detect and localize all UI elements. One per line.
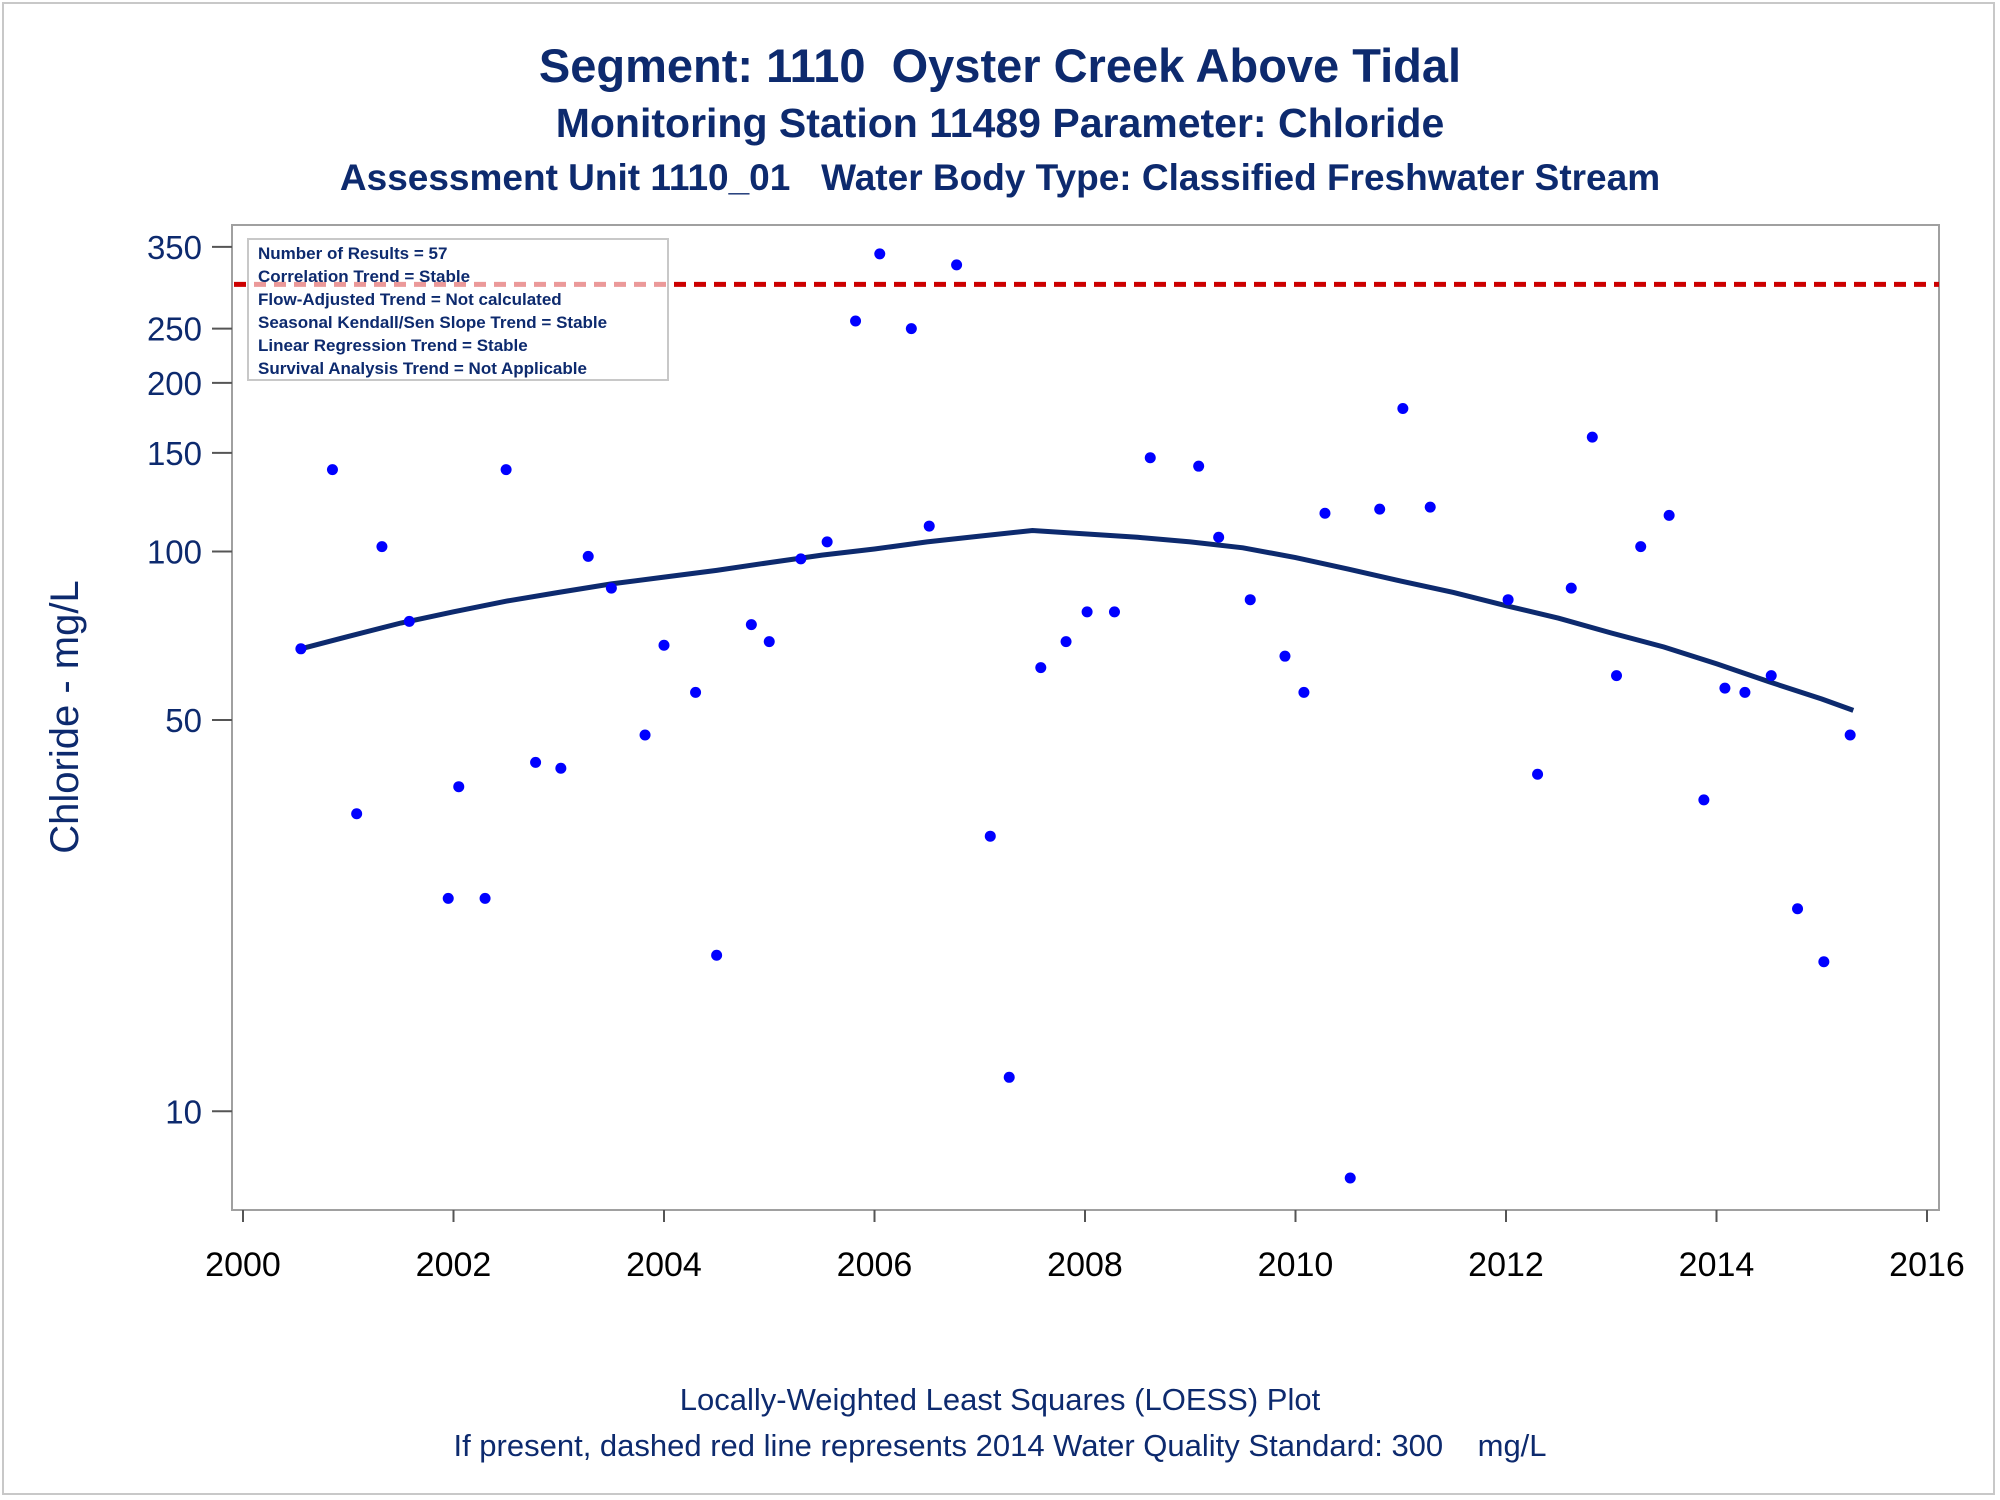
data-point: [850, 315, 862, 327]
data-point: [951, 259, 963, 271]
stats-line: Correlation Trend = Stable: [258, 267, 470, 286]
data-point: [1244, 594, 1256, 606]
data-point: [1060, 636, 1072, 648]
data-point: [763, 636, 775, 648]
data-point: [1298, 686, 1310, 698]
data-point: [711, 949, 723, 961]
data-point: [1844, 729, 1856, 741]
data-point: [1081, 606, 1093, 618]
data-point: [690, 686, 702, 698]
data-point: [1319, 507, 1331, 519]
data-point: [1663, 509, 1675, 521]
data-point: [1792, 903, 1804, 915]
data-point: [1532, 768, 1544, 780]
stats-line: Number of Results = 57: [258, 244, 447, 263]
chart-title: Segment: 1110 Oyster Creek Above Tidal: [538, 39, 1462, 92]
data-point: [1035, 662, 1047, 674]
chart-subtitle-station: Monitoring Station 11489 Parameter: Chlo…: [555, 100, 1445, 146]
data-point: [1424, 501, 1436, 513]
x-tick-label: 2010: [1258, 1246, 1334, 1284]
data-point: [351, 808, 363, 820]
data-point: [1374, 503, 1386, 515]
data-point: [326, 464, 338, 476]
data-point: [376, 541, 388, 553]
stats-box: Number of Results = 57 Correlation Trend…: [247, 238, 669, 381]
data-point: [745, 619, 757, 631]
data-point: [403, 615, 415, 627]
data-point: [795, 553, 807, 565]
data-point: [1586, 431, 1598, 443]
data-point: [1144, 452, 1156, 464]
data-point: [605, 582, 617, 594]
x-tick-label: 2014: [1679, 1246, 1755, 1284]
stats-line: Flow-Adjusted Trend = Not calculated: [258, 290, 562, 309]
y-tick-label: 350: [147, 229, 202, 266]
stats-line: Seasonal Kendall/Sen Slope Trend = Stabl…: [258, 313, 607, 332]
stats-line: Linear Regression Trend = Stable: [258, 336, 528, 355]
x-tick-label: 2006: [837, 1246, 913, 1284]
data-point: [1635, 541, 1647, 553]
data-point: [1611, 670, 1623, 682]
data-point: [1719, 682, 1731, 694]
data-point: [821, 536, 833, 548]
data-point: [1003, 1071, 1015, 1083]
loess-curve: [300, 527, 1855, 713]
data-point: [923, 520, 935, 532]
x-tick-label: 2008: [1047, 1246, 1123, 1284]
data-point: [453, 781, 465, 793]
y-tick-label: 250: [147, 311, 202, 348]
stats-line: Survival Analysis Trend = Not Applicable: [258, 359, 587, 378]
data-point: [1279, 650, 1291, 662]
data-point: [1397, 403, 1409, 415]
x-tick-label: 2000: [205, 1246, 281, 1284]
x-axis: 2000 2002 2004 2006 2008 2010 2012 2014 2016: [205, 1210, 1965, 1284]
data-point: [1565, 582, 1577, 594]
data-point: [530, 756, 542, 768]
data-point: [1739, 686, 1751, 698]
chart-subtitle-assessment: Assessment Unit 1110_01 Water Body Type:…: [339, 157, 1661, 198]
data-point: [984, 830, 996, 842]
data-point: [1344, 1172, 1356, 1184]
stats-box-border: [247, 238, 669, 381]
y-tick-label: 50: [165, 702, 202, 739]
data-point: [295, 643, 307, 655]
data-point: [905, 323, 917, 335]
data-points: [295, 248, 1856, 1184]
x-tick-label: 2002: [416, 1246, 492, 1284]
x-tick-label: 2012: [1468, 1246, 1544, 1284]
data-point: [1698, 794, 1710, 806]
y-tick-label: 150: [147, 435, 202, 472]
data-point: [1765, 670, 1777, 682]
data-point: [555, 762, 567, 774]
data-point: [1502, 594, 1514, 606]
footnote-loess: Locally-Weighted Least Squares (LOESS) P…: [679, 1382, 1321, 1417]
data-point: [874, 248, 886, 260]
data-point: [442, 892, 454, 904]
x-tick-label: 2016: [1889, 1246, 1965, 1284]
data-point: [1818, 956, 1830, 968]
footnote-standard: If present, dashed red line represents 2…: [453, 1428, 1547, 1463]
y-axis: 10 50 100 150 200 250 350: [147, 229, 232, 1130]
y-tick-label: 10: [165, 1093, 202, 1130]
data-point: [582, 550, 594, 562]
data-point: [1193, 460, 1205, 472]
y-tick-label: 200: [147, 365, 202, 402]
data-point: [658, 639, 670, 651]
data-point: [500, 464, 512, 476]
data-point: [1108, 606, 1120, 618]
data-point: [479, 892, 491, 904]
y-tick-label: 100: [147, 533, 202, 570]
data-point: [639, 729, 651, 741]
data-point: [1213, 531, 1225, 543]
y-axis-label: Chloride - mg/L: [43, 580, 87, 853]
x-tick-label: 2004: [626, 1246, 702, 1284]
